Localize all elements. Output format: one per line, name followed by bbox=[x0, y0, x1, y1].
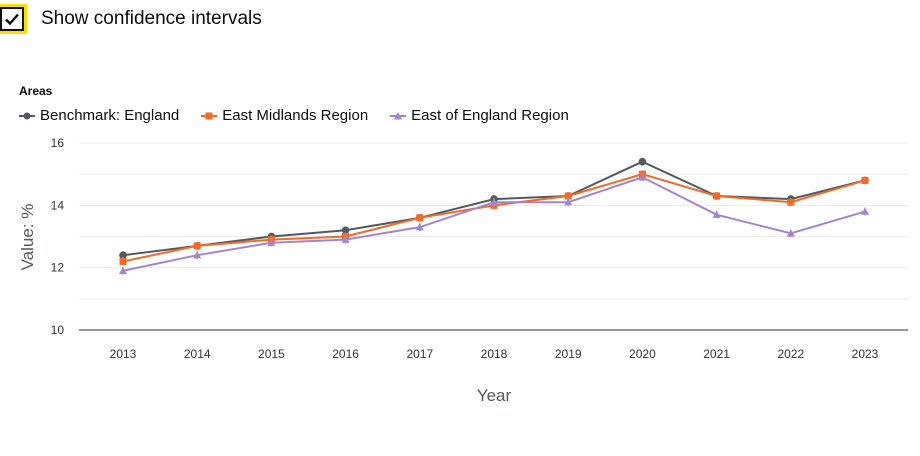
data-point bbox=[861, 207, 869, 215]
x-tick-label: 2014 bbox=[184, 347, 211, 361]
circle-marker-icon bbox=[19, 112, 35, 119]
data-point bbox=[415, 223, 424, 231]
legend-item-east-midlands[interactable]: East Midlands Region bbox=[201, 107, 368, 124]
x-axis-title: Year bbox=[477, 386, 512, 405]
legend-label: East Midlands Region bbox=[222, 107, 369, 124]
y-axis-title: Value: % bbox=[18, 204, 37, 271]
data-point bbox=[564, 192, 572, 200]
data-point bbox=[787, 198, 795, 206]
data-point bbox=[786, 229, 795, 237]
data-point bbox=[341, 226, 350, 235]
x-tick-label: 2018 bbox=[481, 347, 508, 361]
x-tick-label: 2023 bbox=[852, 347, 879, 361]
x-tick-label: 2016 bbox=[332, 347, 359, 361]
x-tick-label: 2017 bbox=[406, 347, 433, 361]
data-point bbox=[861, 176, 869, 184]
data-point bbox=[193, 251, 202, 259]
confidence-intervals-checkbox[interactable] bbox=[0, 7, 24, 31]
confidence-intervals-toggle[interactable]: Show confidence intervals bbox=[0, 7, 262, 31]
data-point bbox=[267, 238, 276, 246]
data-point bbox=[713, 192, 721, 200]
y-tick-label: 12 bbox=[51, 261, 65, 275]
triangle-marker-icon bbox=[390, 111, 407, 119]
legend-label: Benchmark: England bbox=[40, 107, 180, 124]
y-tick-label: 14 bbox=[51, 198, 65, 212]
x-tick-label: 2015 bbox=[258, 347, 285, 361]
x-tick-label: 2013 bbox=[110, 347, 137, 361]
data-point bbox=[638, 157, 647, 166]
series-line-2 bbox=[122, 176, 866, 272]
x-tick-label: 2021 bbox=[703, 347, 730, 361]
data-point bbox=[119, 251, 127, 259]
legend-item-east-of-england[interactable]: East of England Region bbox=[390, 107, 569, 124]
data-point bbox=[193, 242, 201, 250]
data-point bbox=[416, 214, 424, 222]
data-point bbox=[564, 198, 573, 206]
square-marker-icon bbox=[201, 112, 218, 119]
data-point bbox=[712, 210, 721, 218]
x-tick-label: 2019 bbox=[555, 347, 582, 361]
confidence-intervals-label: Show confidence intervals bbox=[41, 8, 262, 29]
legend-label: East of England Region bbox=[411, 107, 569, 124]
x-tick-label: 2020 bbox=[629, 347, 656, 361]
data-point bbox=[119, 266, 127, 274]
chart-legend: Benchmark: England East Midlands Region … bbox=[19, 107, 591, 124]
data-point bbox=[490, 198, 498, 206]
legend-title: Areas bbox=[19, 84, 53, 98]
data-point bbox=[119, 257, 127, 265]
y-tick-label: 10 bbox=[51, 323, 65, 337]
y-tick-label: 16 bbox=[51, 136, 65, 150]
checkmark-icon bbox=[5, 13, 19, 26]
legend-item-benchmark-england[interactable]: Benchmark: England bbox=[19, 107, 179, 124]
x-tick-label: 2022 bbox=[777, 347, 804, 361]
data-point bbox=[341, 235, 350, 243]
data-point bbox=[638, 173, 647, 181]
